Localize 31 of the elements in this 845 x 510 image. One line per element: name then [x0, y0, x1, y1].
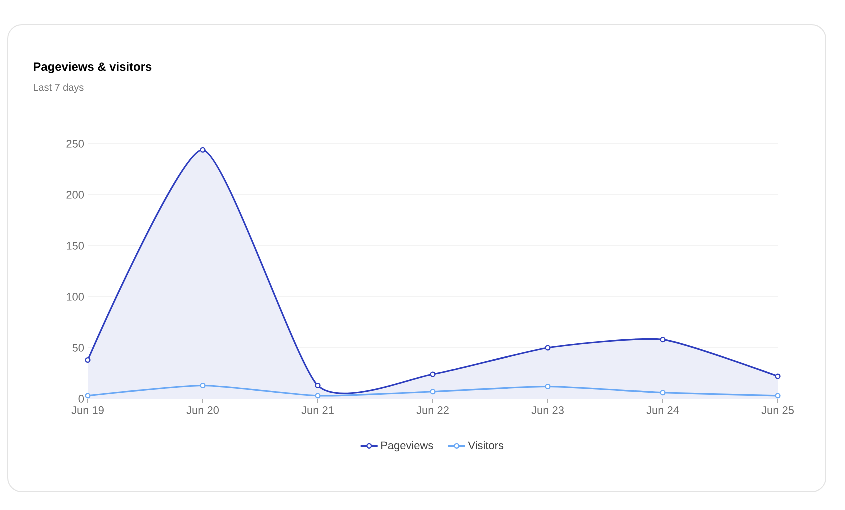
- y-tick-label: 50: [72, 344, 84, 352]
- legend-label: Visitors: [468, 441, 504, 450]
- chart-subtitle: Last 7 days: [34, 84, 84, 94]
- x-tick-label: Jun 22: [416, 406, 449, 414]
- point: [545, 384, 551, 390]
- point: [660, 337, 666, 343]
- point: [315, 382, 321, 389]
- x-tick-label: Jun 23: [532, 406, 564, 414]
- point: [315, 393, 321, 399]
- y-tick-label: 250: [66, 140, 84, 148]
- point: [430, 389, 436, 395]
- x-tick-label: Jun 25: [762, 406, 794, 414]
- x-tick-label: Jun 20: [186, 406, 219, 414]
- point: [85, 357, 91, 364]
- point: [775, 393, 781, 399]
- point: [545, 345, 551, 351]
- point: [200, 147, 206, 153]
- y-tick-label: 200: [66, 191, 84, 199]
- point: [660, 390, 666, 396]
- y-tick-label: 150: [67, 242, 84, 250]
- x-tick-label: Jun 24: [646, 406, 680, 414]
- point: [430, 372, 436, 378]
- point: [85, 393, 91, 399]
- point: [200, 382, 206, 389]
- y-tick-label: 100: [67, 293, 84, 301]
- x-tick-label: Jun 21: [302, 406, 334, 414]
- y-tick-label: 0: [78, 395, 84, 403]
- point: [775, 374, 781, 380]
- legend-label: Pageviews: [382, 441, 434, 452]
- x-tick-label: Jun 19: [72, 406, 104, 414]
- chart-title: Pageviews & visitors: [34, 62, 152, 74]
